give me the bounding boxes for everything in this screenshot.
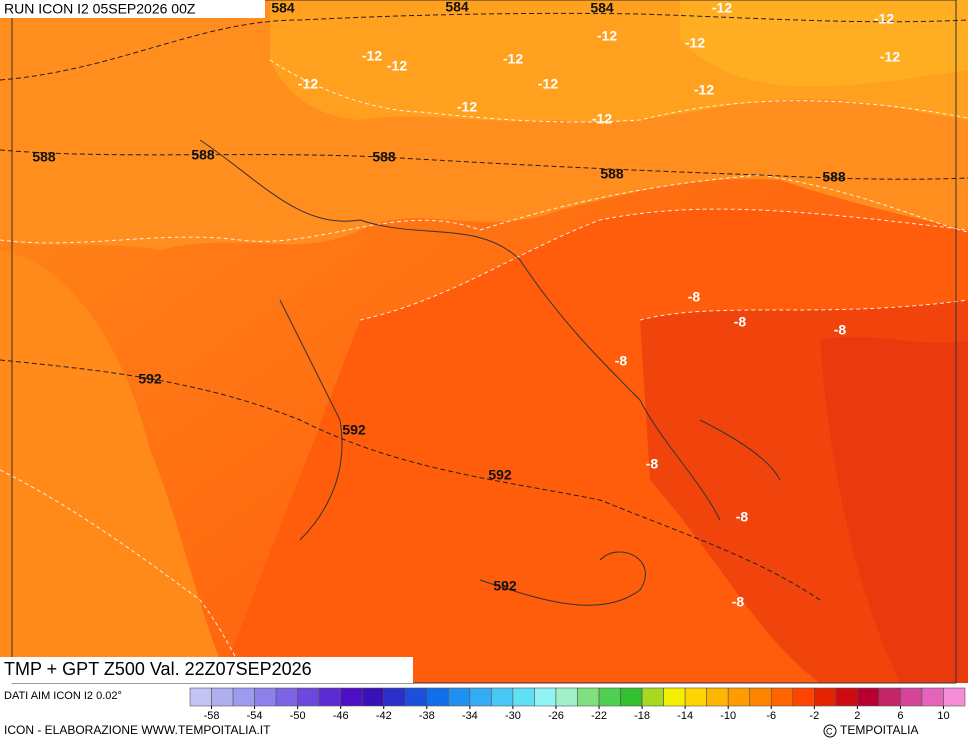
color-swatch xyxy=(211,687,234,707)
tick-label: -26 xyxy=(548,710,564,722)
data-source: DATI AIM ICON I2 0.02° xyxy=(4,690,122,702)
color-swatch xyxy=(684,687,707,707)
color-swatch xyxy=(297,687,320,707)
temperature-label: -12 xyxy=(880,49,900,65)
color-swatch xyxy=(469,687,492,707)
temperature-label: -12 xyxy=(694,82,714,98)
color-swatch xyxy=(404,687,428,707)
color-swatch xyxy=(512,687,535,707)
color-swatch xyxy=(189,687,212,707)
temperature-label: -8 xyxy=(736,509,749,525)
geopotential-label: 588 xyxy=(32,149,56,165)
color-swatch xyxy=(491,687,514,707)
map-field xyxy=(0,0,968,684)
temperature-label: -12 xyxy=(298,76,318,92)
geopotential-label: 584 xyxy=(445,0,469,15)
temperature-label: -8 xyxy=(615,353,628,369)
temperature-label: -12 xyxy=(538,76,558,92)
tick-label: -18 xyxy=(634,710,650,722)
geopotential-label: 588 xyxy=(822,169,846,185)
tick-label: -54 xyxy=(247,710,263,722)
color-swatch xyxy=(706,687,729,707)
color-swatch xyxy=(943,687,966,707)
tick-label: 6 xyxy=(897,710,903,722)
colorbar: -58 -54 -50 -46 -42 -38 -34 -30 -26 -22 -18 -14 -10-… xyxy=(189,687,966,722)
tick-label: -14 xyxy=(677,710,693,722)
color-swatch xyxy=(792,687,815,707)
tick-label: -6 xyxy=(766,710,776,722)
tick-label: -50 xyxy=(290,710,306,722)
color-swatch xyxy=(749,687,772,707)
color-swatch xyxy=(857,687,880,707)
color-swatch xyxy=(878,687,901,707)
temperature-label: -8 xyxy=(734,314,747,330)
color-swatch xyxy=(900,687,923,707)
copyright-icon xyxy=(823,724,837,738)
tick-label: -34 xyxy=(462,710,478,722)
color-swatch xyxy=(275,687,298,707)
copyright-symbol: C xyxy=(826,726,833,736)
geopotential-label: 592 xyxy=(342,422,366,438)
geopotential-label: 584 xyxy=(271,0,295,16)
tick-label: -42 xyxy=(376,710,392,722)
color-swatch xyxy=(383,687,406,707)
color-swatch xyxy=(448,687,471,707)
color-swatch xyxy=(534,687,557,707)
temperature-label: -12 xyxy=(387,58,407,74)
color-swatch xyxy=(318,687,341,707)
temperature-label: -12 xyxy=(874,11,894,27)
temperature-label: -12 xyxy=(685,35,705,51)
temperature-label: -12 xyxy=(597,28,617,44)
color-swatch xyxy=(555,687,578,707)
geopotential-label: 588 xyxy=(372,149,396,165)
tick-label: -30 xyxy=(505,710,521,722)
temperature-label: -12 xyxy=(712,0,732,16)
temperature-label: -12 xyxy=(503,51,523,67)
color-swatch xyxy=(620,687,643,707)
color-swatch xyxy=(835,687,858,707)
color-swatch xyxy=(921,687,944,707)
color-swatch xyxy=(426,687,449,707)
tick-label: -2 xyxy=(809,710,819,722)
color-swatch xyxy=(770,687,794,707)
temperature-label: -8 xyxy=(688,289,701,305)
color-swatch xyxy=(727,687,751,707)
tick-label: -22 xyxy=(591,710,607,722)
geopotential-label: 592 xyxy=(488,467,512,483)
tick-label: -46 xyxy=(333,710,349,722)
tick-label: -10 xyxy=(720,710,736,722)
temperature-label: -12 xyxy=(592,111,612,127)
color-swatch xyxy=(598,687,621,707)
color-swatch xyxy=(232,687,255,707)
temperature-label: -12 xyxy=(457,99,477,115)
credit: ICON - ELABORAZIONE WWW.TEMPOITALIA.IT xyxy=(4,723,271,737)
geopotential-label: 588 xyxy=(600,166,624,182)
tick-label: -58 xyxy=(204,710,220,722)
tick-label: 2 xyxy=(854,710,860,722)
color-swatch xyxy=(340,687,363,707)
temperature-label: -8 xyxy=(834,322,847,338)
color-swatch xyxy=(641,687,664,707)
tick-label: -38 xyxy=(419,710,435,722)
temperature-label: -8 xyxy=(732,594,745,610)
geopotential-label: 592 xyxy=(138,371,162,387)
tick-label: 10 xyxy=(937,710,949,722)
brand: TEMPOITALIA xyxy=(840,723,918,737)
geopotential-label: 592 xyxy=(493,578,517,594)
geopotential-label: 584 xyxy=(590,0,614,16)
temperature-label: -8 xyxy=(646,456,659,472)
geopotential-label: 588 xyxy=(191,147,215,163)
temperature-label: -12 xyxy=(362,48,382,64)
color-swatch xyxy=(663,687,686,707)
color-swatch xyxy=(254,687,277,707)
run-info: RUN ICON I2 05SEP2026 00Z xyxy=(4,1,196,17)
color-swatch xyxy=(814,687,837,707)
color-swatch xyxy=(361,687,385,707)
map-title: TMP + GPT Z500 Val. 22Z07SEP2026 xyxy=(4,659,312,679)
color-swatch xyxy=(577,687,600,707)
